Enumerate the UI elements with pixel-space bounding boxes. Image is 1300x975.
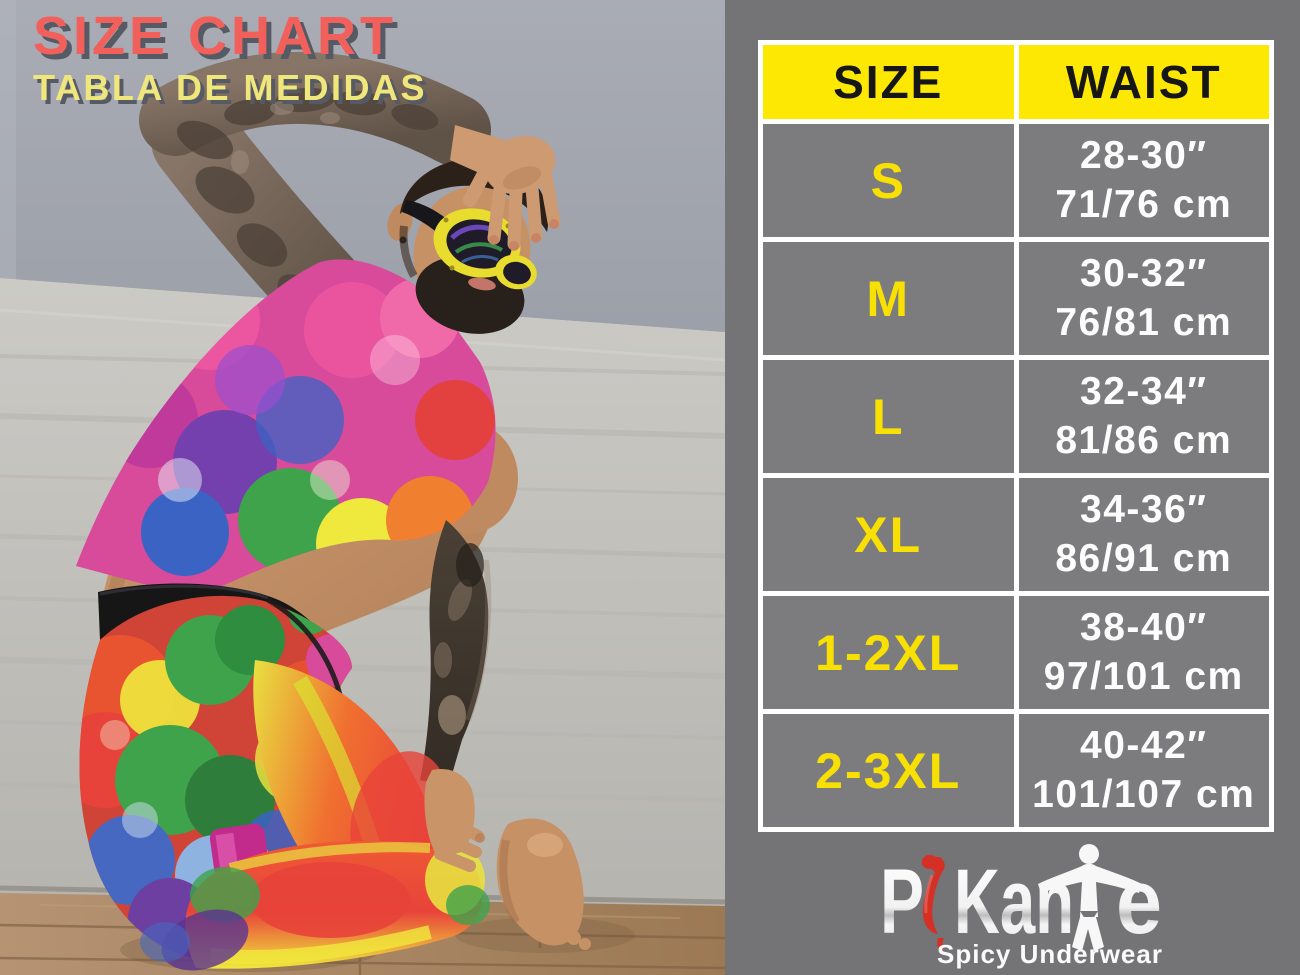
size-cell-l: L: [763, 360, 1014, 473]
waist-inches: 38-40″: [1080, 605, 1208, 649]
column-header-waist: WAIST: [1018, 45, 1269, 119]
waist-cm: 76/81 cm: [1055, 300, 1233, 344]
size-cell-xl: XL: [763, 478, 1014, 591]
size-cell-s: S: [763, 124, 1014, 237]
rainbow-crop-top: [76, 259, 496, 598]
waist-cell-l: 32-34″ 81/86 cm: [1018, 360, 1269, 473]
hanging-tattooed-arm: [420, 520, 492, 788]
waist-inches: 32-34″: [1080, 369, 1208, 413]
waist-cm: 86/91 cm: [1055, 536, 1233, 580]
logo-letters-kan: Kan: [954, 851, 1074, 953]
logo-letter-p: P: [880, 851, 924, 953]
waist-cell-1-2xl: 38-40″ 97/101 cm: [1018, 596, 1269, 709]
brand-logo: P Kan e Spicy Underwear: [878, 841, 1178, 975]
calf: [140, 841, 490, 971]
size-cell-m: M: [763, 242, 1014, 355]
hand-over-forehead: [450, 125, 561, 251]
brand-tagline: Spicy Underwear: [937, 939, 1163, 969]
model-figure: [76, 51, 591, 971]
waist-inches: 30-32″: [1080, 251, 1208, 295]
title-block: SIZE CHART TABLA DE MEDIDAS: [33, 8, 427, 109]
rainbow-leggings: [79, 583, 490, 971]
pikante-logo: P Kan e Spicy Underwear: [880, 844, 1163, 969]
model-photo-illustration: [0, 0, 725, 975]
waist-cell-xl: 34-36″ 86/91 cm: [1018, 478, 1269, 591]
chili-pepper-icon: [921, 854, 945, 953]
size-table: SIZE WAIST S 28-30″ 71/76 cm M 30-32″ 76…: [758, 40, 1274, 832]
waist-cell-2-3xl: 40-42″ 101/107 cm: [1018, 714, 1269, 827]
man-silhouette-icon: [1038, 844, 1142, 951]
waist-inches: 28-30″: [1080, 133, 1208, 177]
waist-cm: 97/101 cm: [1043, 654, 1244, 698]
page-title: SIZE CHART: [33, 6, 397, 66]
size-cell-1-2xl: 1-2XL: [763, 596, 1014, 709]
waist-cm: 81/86 cm: [1055, 418, 1233, 462]
waist-cell-s: 28-30″ 71/76 cm: [1018, 124, 1269, 237]
model-photo: [0, 0, 725, 975]
size-cell-2-3xl: 2-3XL: [763, 714, 1014, 827]
lips: [468, 277, 496, 291]
gripping-hand: [424, 768, 485, 872]
column-header-size: SIZE: [763, 45, 1014, 119]
foot: [496, 818, 591, 950]
page-subtitle: TABLA DE MEDIDAS: [33, 66, 427, 108]
waist-cm: 101/107 cm: [1032, 772, 1256, 816]
waist-cell-m: 30-32″ 76/81 cm: [1018, 242, 1269, 355]
waist-inches: 40-42″: [1080, 723, 1208, 767]
logo-letter-e: e: [1116, 851, 1162, 953]
waist-cm: 71/76 cm: [1055, 182, 1233, 226]
waist-inches: 34-36″: [1080, 487, 1208, 531]
